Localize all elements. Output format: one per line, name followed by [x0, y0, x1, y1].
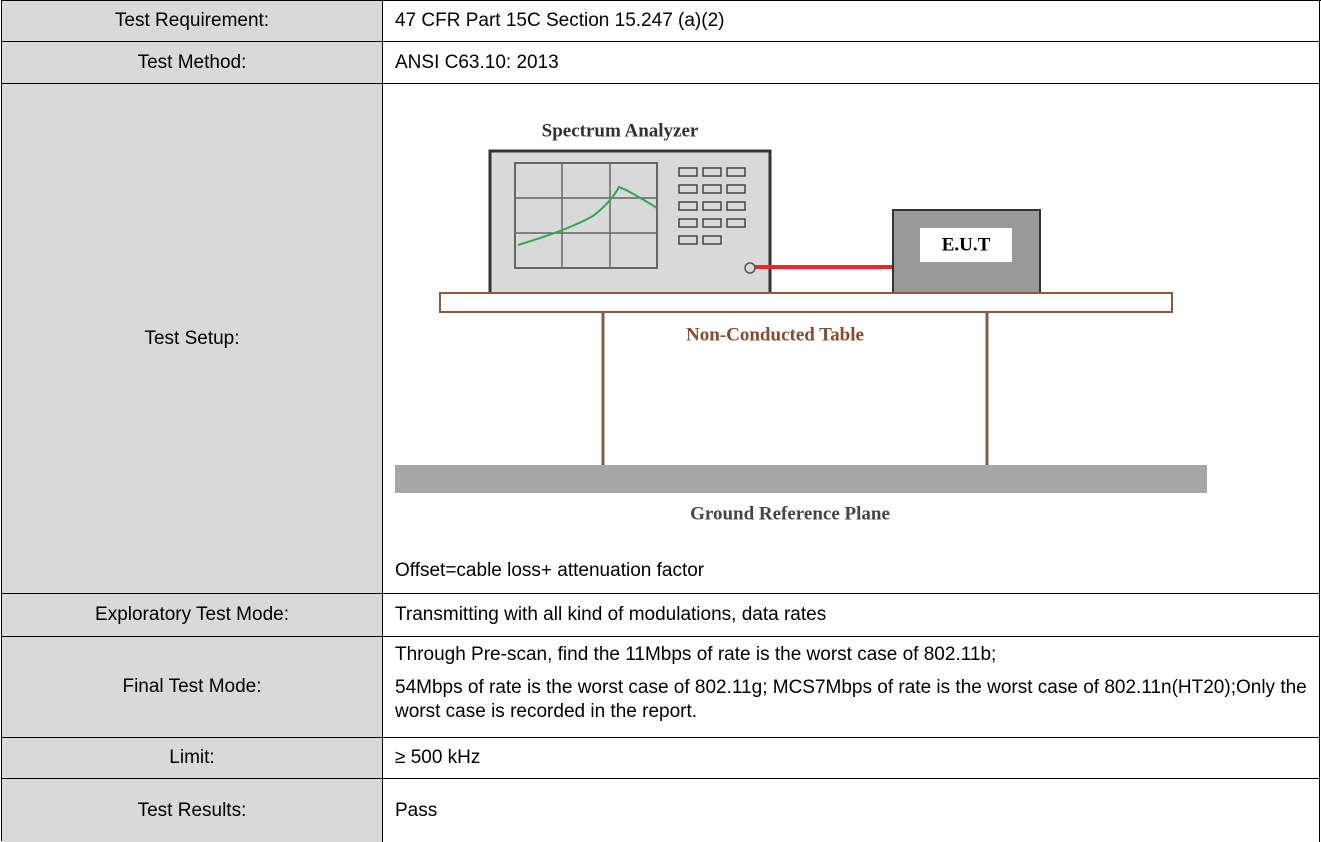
ground-plane	[395, 465, 1207, 493]
setup-note: Offset=cable loss+ attenuation factor	[395, 560, 705, 581]
analyzer-screen	[514, 162, 658, 269]
row-label: Test Method:	[2, 42, 383, 84]
row-value: ANSI C63.10: 2013	[383, 42, 1320, 84]
connector	[744, 262, 756, 274]
row-label: Test Results:	[2, 779, 383, 842]
table-label: Non-Conducted Table	[686, 324, 864, 345]
eut-plate	[920, 228, 1012, 262]
buttons	[678, 167, 746, 245]
paragraph: 54Mbps of rate is the worst case of 802.…	[395, 677, 1307, 722]
table-top	[439, 292, 1173, 313]
eut-label: E.U.T	[942, 234, 991, 255]
row-label: Limit:	[2, 738, 383, 779]
setup-cell: Spectrum Analyzer E.U.T Non	[383, 84, 1320, 594]
row-label: Final Test Mode:	[2, 637, 383, 738]
row-value: ≥ 500 kHz	[383, 738, 1320, 779]
trace	[517, 185, 658, 246]
setup-diagram: Spectrum Analyzer E.U.T Non	[395, 120, 1207, 524]
row-value: Pass	[383, 779, 1320, 842]
row-label: Exploratory Test Mode:	[2, 594, 383, 637]
row-label: Test Setup:	[2, 84, 383, 594]
row-value: 47 CFR Part 15C Section 15.247 (a)(2)	[383, 1, 1320, 42]
row-value: Through Pre-scan, find the 11Mbps of rat…	[383, 637, 1320, 738]
ground-label: Ground Reference Plane	[690, 503, 890, 524]
row-label: Test Requirement:	[2, 1, 383, 42]
analyzer-label: Spectrum Analyzer	[542, 120, 699, 141]
row-value: Transmitting with all kind of modulation…	[383, 594, 1320, 637]
screen-grid	[515, 163, 657, 268]
paragraph: Through Pre-scan, find the 11Mbps of rat…	[395, 644, 997, 665]
